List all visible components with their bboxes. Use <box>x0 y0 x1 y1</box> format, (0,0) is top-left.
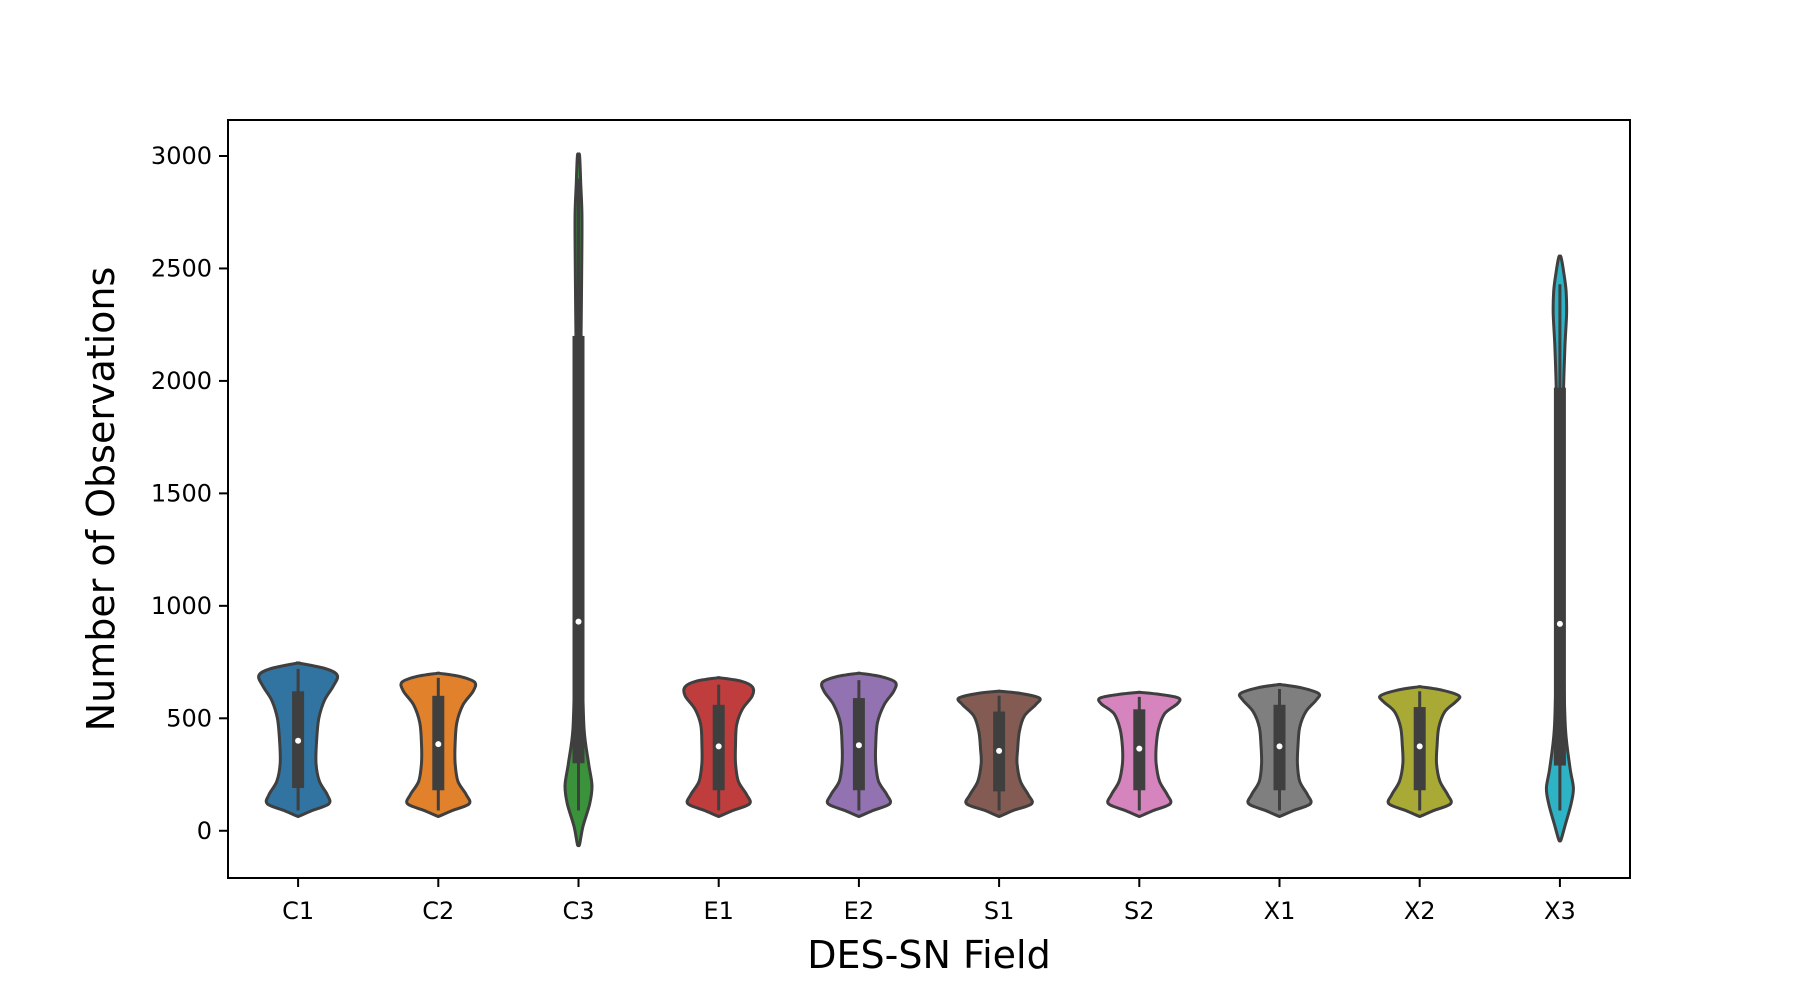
x-tick-label: E1 <box>703 897 733 925</box>
violin-median-dot <box>295 737 302 744</box>
violin-median-dot <box>1416 743 1423 750</box>
violin-median-dot <box>575 618 582 625</box>
x-tick-label: C1 <box>282 897 314 925</box>
y-tick-label: 500 <box>166 704 212 732</box>
violin-s1 <box>956 689 1042 819</box>
violin-median-dot <box>996 747 1003 754</box>
x-tick-label: X1 <box>1264 897 1296 925</box>
violin-c1 <box>257 661 340 819</box>
violin-e1 <box>682 676 756 819</box>
y-tick-label: 1000 <box>151 592 212 620</box>
y-tick-label: 1500 <box>151 479 212 507</box>
y-tick-label: 2500 <box>151 254 212 282</box>
violin-e2 <box>820 671 898 819</box>
violin-iqr-box <box>1553 387 1566 766</box>
x-tick-label: C3 <box>562 897 594 925</box>
x-axis: C1 C2 C3 E1 E2 S1 S2 X1 X2 X3 <box>282 878 1576 925</box>
violin-x3 <box>1544 254 1575 843</box>
plot-frame <box>227 119 1631 879</box>
violins <box>257 152 1575 848</box>
violin-s2 <box>1097 690 1182 819</box>
x-tick-label: X3 <box>1544 897 1576 925</box>
x-axis-label: DES-SN Field <box>807 933 1050 977</box>
violin-iqr-box <box>572 335 585 764</box>
violin-median-dot <box>1136 745 1143 752</box>
x-tick-label: S2 <box>1124 897 1155 925</box>
x-tick-label: X2 <box>1404 897 1436 925</box>
violin-median-dot <box>1276 743 1283 750</box>
y-axis: 0 500 1000 1500 2000 2500 3000 <box>151 142 228 845</box>
violin-median-dot <box>855 742 862 749</box>
y-tick-label: 3000 <box>151 142 212 170</box>
violin-c2 <box>399 671 478 819</box>
x-tick-label: S1 <box>984 897 1015 925</box>
y-axis-label: Number of Observations <box>79 267 123 732</box>
y-tick-label: 2000 <box>151 367 212 395</box>
violin-median-dot <box>715 743 722 750</box>
violin-median-dot <box>1556 620 1563 627</box>
x-tick-label: C2 <box>422 897 454 925</box>
violin-x1 <box>1237 682 1322 819</box>
violin-x2 <box>1378 685 1462 819</box>
x-tick-label: E2 <box>844 897 874 925</box>
violin-median-dot <box>435 741 442 748</box>
y-tick-label: 0 <box>197 817 212 845</box>
violin-c3 <box>563 152 594 848</box>
